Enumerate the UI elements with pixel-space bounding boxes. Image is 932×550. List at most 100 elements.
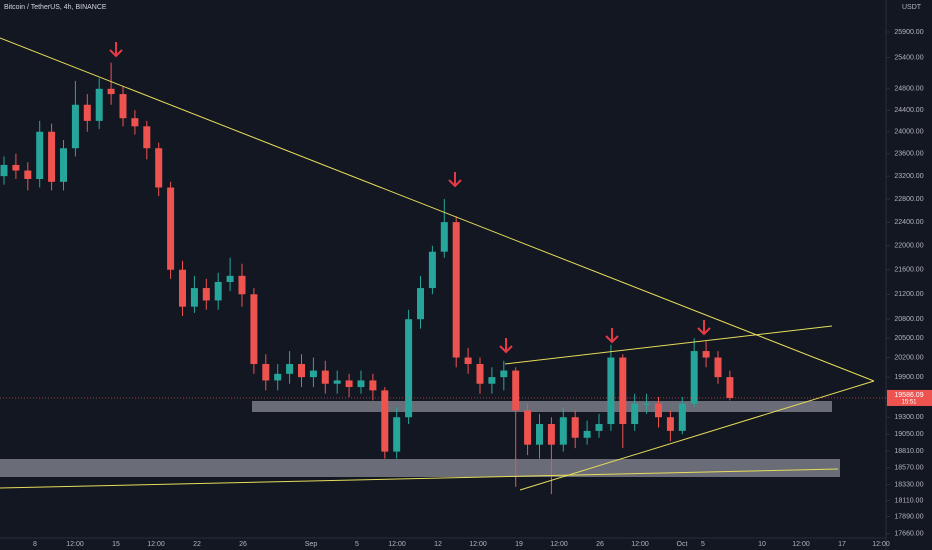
y-tick-label: 25900.00 bbox=[894, 29, 923, 36]
x-tick-label: 12:00 bbox=[147, 541, 165, 548]
x-tick-label: 19 bbox=[515, 541, 523, 548]
y-tick-label: 25400.00 bbox=[894, 54, 923, 61]
candle-body bbox=[476, 364, 484, 384]
candle-body bbox=[702, 351, 710, 358]
trend-line bbox=[0, 468, 839, 489]
x-tick-label: 12:00 bbox=[631, 541, 649, 548]
candle-body bbox=[83, 104, 91, 121]
x-tick-label: 12:00 bbox=[388, 541, 406, 548]
last-price-label: 19586.09 bbox=[894, 392, 923, 399]
trend-line bbox=[0, 37, 875, 382]
y-tick-label: 19050.00 bbox=[894, 431, 923, 438]
candle-body bbox=[690, 351, 698, 404]
candle-body bbox=[167, 187, 175, 270]
y-tick-label: 21200.00 bbox=[894, 291, 923, 298]
y-tick-label: 23200.00 bbox=[894, 173, 923, 180]
candle-body bbox=[0, 164, 8, 177]
candle-body bbox=[179, 269, 186, 307]
x-tick-label: 26 bbox=[596, 541, 604, 548]
y-tick-label: 18570.00 bbox=[894, 465, 923, 472]
x-tick-label: 12:00 bbox=[66, 541, 84, 548]
x-tick-label: 26 bbox=[239, 541, 247, 548]
candle-body bbox=[12, 164, 20, 171]
x-tick-label: 15 bbox=[112, 541, 120, 548]
candle-body bbox=[155, 148, 163, 188]
candle-body bbox=[643, 403, 651, 405]
y-tick-label: 24400.00 bbox=[894, 107, 923, 114]
chart-title: Bitcoin / TetherUS, 4h, BINANCE bbox=[4, 4, 107, 11]
candle-body bbox=[500, 370, 508, 378]
candle-body bbox=[345, 380, 353, 388]
y-tick-label: 20800.00 bbox=[894, 316, 923, 323]
arrow bbox=[697, 320, 711, 336]
candle-body bbox=[631, 403, 639, 425]
candle-body bbox=[559, 417, 567, 445]
y-tick-label: 22000.00 bbox=[894, 243, 923, 250]
y-tick-label: 19900.00 bbox=[894, 374, 923, 381]
candle-body bbox=[488, 377, 496, 384]
candle-body bbox=[60, 148, 67, 182]
x-tick-label: 12:00 bbox=[469, 541, 487, 548]
y-tick-label: 22400.00 bbox=[894, 219, 923, 226]
x-tick-label: 10 bbox=[758, 541, 766, 548]
candle-body bbox=[571, 417, 579, 438]
arrow bbox=[499, 338, 513, 354]
arrow bbox=[448, 172, 462, 188]
candle-body bbox=[512, 370, 520, 411]
x-tick-label: 5 bbox=[355, 541, 359, 548]
candle-body bbox=[524, 410, 532, 445]
x-tick-label: Oct bbox=[677, 541, 688, 548]
support-zone bbox=[252, 401, 832, 412]
candle-body bbox=[250, 294, 258, 365]
y-tick-label: 24000.00 bbox=[894, 129, 923, 136]
x-tick-label: 12 bbox=[434, 541, 442, 548]
candle-body bbox=[107, 88, 115, 95]
y-tick-label: 17660.00 bbox=[894, 530, 923, 537]
candle-body bbox=[381, 390, 389, 452]
x-tick-label: 12:00 bbox=[872, 541, 890, 548]
candle-body bbox=[274, 373, 282, 381]
trend-line bbox=[519, 380, 875, 491]
candle-body bbox=[262, 364, 270, 381]
x-tick-label: 8 bbox=[33, 541, 37, 548]
y-tick-label: 22800.00 bbox=[894, 196, 923, 203]
trend-lines bbox=[0, 37, 875, 491]
countdown-label: 15:51 bbox=[901, 400, 917, 406]
candle-body bbox=[607, 357, 615, 425]
x-tick-label: Sep bbox=[305, 541, 318, 548]
x-tick-label: 5 bbox=[701, 541, 705, 548]
candle-body bbox=[678, 403, 686, 431]
candle-body bbox=[36, 131, 44, 179]
x-tick-label: 22 bbox=[193, 541, 201, 548]
candle-body bbox=[143, 126, 151, 149]
y-tick-label: 18110.00 bbox=[895, 497, 924, 504]
y-tick-label: 20500.00 bbox=[894, 335, 923, 342]
candle-body bbox=[452, 222, 460, 358]
candle-body bbox=[666, 417, 674, 431]
candle-body bbox=[71, 104, 79, 149]
candle-body bbox=[226, 275, 234, 282]
y-tick-label: 19300.00 bbox=[894, 414, 923, 421]
candle-body bbox=[464, 357, 472, 365]
candle-body bbox=[214, 281, 222, 301]
candle-body bbox=[536, 424, 543, 445]
arrow bbox=[109, 42, 123, 58]
candle-body bbox=[48, 131, 56, 182]
candle-body bbox=[655, 403, 662, 418]
candle-body bbox=[726, 377, 734, 398]
candle-body bbox=[595, 424, 603, 431]
candle-body bbox=[119, 94, 127, 119]
candle-body bbox=[333, 380, 341, 384]
candle-body bbox=[95, 88, 103, 121]
candle-body bbox=[547, 424, 555, 445]
trend-line bbox=[504, 325, 833, 365]
y-tick-label: 18330.00 bbox=[894, 482, 923, 489]
y-tick-label: 23600.00 bbox=[894, 151, 923, 158]
candle-body bbox=[393, 417, 401, 452]
y-tick-label: 18810.00 bbox=[894, 448, 923, 455]
arrow bbox=[605, 328, 619, 344]
candle-body bbox=[202, 288, 210, 301]
candle-body bbox=[440, 222, 448, 252]
